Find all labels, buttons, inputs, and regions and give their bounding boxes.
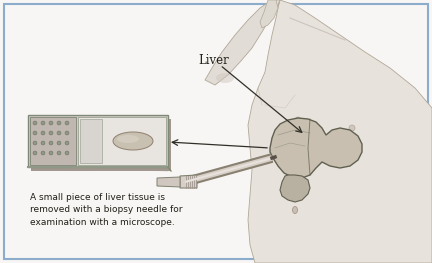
Polygon shape: [157, 177, 180, 187]
Polygon shape: [180, 175, 197, 188]
Ellipse shape: [65, 141, 69, 145]
Ellipse shape: [41, 141, 45, 145]
Text: A small piece of liver tissue is
removed with a biopsy needle for
examination wi: A small piece of liver tissue is removed…: [30, 193, 182, 227]
Ellipse shape: [65, 151, 69, 155]
Polygon shape: [260, 0, 278, 28]
Ellipse shape: [49, 131, 53, 135]
Polygon shape: [205, 0, 280, 85]
Ellipse shape: [57, 141, 61, 145]
Ellipse shape: [117, 135, 139, 143]
Ellipse shape: [33, 151, 37, 155]
Ellipse shape: [57, 121, 61, 125]
Polygon shape: [270, 118, 362, 178]
Ellipse shape: [292, 206, 298, 214]
Polygon shape: [248, 0, 432, 263]
Ellipse shape: [49, 141, 53, 145]
Text: Liver: Liver: [198, 53, 229, 67]
Ellipse shape: [33, 141, 37, 145]
FancyBboxPatch shape: [80, 119, 102, 163]
Ellipse shape: [41, 151, 45, 155]
Ellipse shape: [41, 131, 45, 135]
Ellipse shape: [57, 151, 61, 155]
Ellipse shape: [216, 73, 234, 83]
FancyBboxPatch shape: [28, 115, 168, 167]
Polygon shape: [280, 175, 310, 202]
Ellipse shape: [65, 121, 69, 125]
Ellipse shape: [49, 151, 53, 155]
Ellipse shape: [57, 131, 61, 135]
Ellipse shape: [295, 117, 301, 123]
Ellipse shape: [33, 131, 37, 135]
Ellipse shape: [41, 121, 45, 125]
Ellipse shape: [49, 121, 53, 125]
Ellipse shape: [349, 125, 355, 131]
FancyBboxPatch shape: [78, 117, 166, 165]
Ellipse shape: [33, 121, 37, 125]
Ellipse shape: [65, 131, 69, 135]
FancyBboxPatch shape: [30, 117, 76, 165]
Ellipse shape: [113, 132, 153, 150]
FancyBboxPatch shape: [31, 119, 171, 171]
